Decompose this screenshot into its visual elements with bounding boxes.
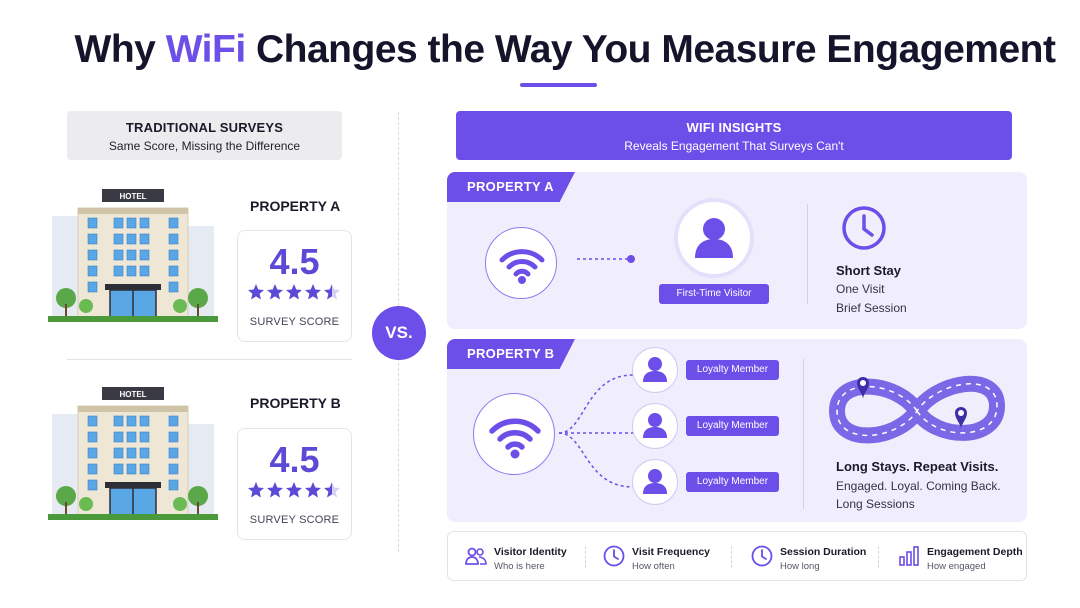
person-icon — [643, 469, 667, 494]
clock-icon — [603, 545, 625, 567]
clock-icon — [842, 206, 886, 250]
metrics-legend: Visitor Identity Who is here Visit Frequ… — [447, 531, 1027, 581]
property-b-panel: PROPERTY B Loyalty Member Loyalty Member… — [447, 339, 1027, 522]
property-a-score-card: 4.5 SURVEY SCORE — [237, 230, 352, 342]
legend-sub: How often — [632, 561, 675, 572]
loyalty-avatar-1 — [632, 347, 678, 393]
bar-chart-icon — [899, 546, 919, 566]
hotel-sign-b: HOTEL — [119, 390, 146, 399]
legend-title: Session Duration — [780, 546, 867, 558]
star-rating-icon — [247, 482, 340, 498]
hotel-building-a-icon: HOTEL — [48, 189, 218, 322]
vs-badge: VS. — [372, 306, 426, 360]
hotel-building-b-icon: HOTEL — [48, 387, 218, 520]
loyalty-avatar-3 — [632, 459, 678, 505]
right-header-title: WIFI INSIGHTS — [686, 120, 782, 135]
person-icon — [695, 218, 733, 258]
wifi-circle-b — [473, 393, 555, 475]
legend-sub: How engaged — [927, 561, 986, 572]
people-icon — [465, 547, 487, 565]
visitor-avatar-a — [674, 198, 754, 278]
loyalty-member-badge-2: Loyalty Member — [686, 416, 779, 436]
left-divider — [67, 359, 352, 360]
right-header-subtitle: Reveals Engagement That Surveys Can't — [624, 139, 844, 153]
branch-lines-b — [558, 374, 634, 488]
one-visit-text: One Visit — [836, 282, 885, 296]
panel-a-divider — [807, 204, 808, 304]
title-suffix: Changes the Way You Measure Engagement — [245, 28, 1056, 71]
legend-separator — [731, 546, 732, 568]
property-a-panel: PROPERTY A First-Time Visitor Short Stay… — [447, 172, 1027, 329]
clock-icon — [751, 545, 773, 567]
legend-title: Visit Frequency — [632, 546, 711, 558]
star-rating-icon — [247, 284, 340, 300]
wifi-insights-header: WIFI INSIGHTS Reveals Engagement That Su… — [456, 111, 1012, 160]
loyalty-avatar-2 — [632, 403, 678, 449]
panel-b-divider — [803, 359, 804, 509]
wifi-circle-a — [485, 227, 557, 299]
property-b-score: 4.5 — [269, 439, 320, 480]
property-b-tab: PROPERTY B — [447, 339, 575, 369]
traditional-surveys-header: TRADITIONAL SURVEYS Same Score, Missing … — [67, 111, 342, 160]
legend-sub: Who is here — [494, 561, 545, 572]
person-icon — [643, 413, 667, 438]
legend-separator — [878, 546, 879, 568]
title-accent: WiFi — [165, 28, 246, 71]
engaged-loyal-text: Engaged. Loyal. Coming Back. — [836, 479, 1001, 493]
legend-title: Visitor Identity — [494, 546, 567, 558]
loyalty-member-badge-1: Loyalty Member — [686, 360, 779, 380]
brief-session-text: Brief Session — [836, 301, 907, 315]
property-a-caption: SURVEY SCORE — [249, 316, 340, 328]
legend-visit-frequency: Visit Frequency How often — [596, 532, 736, 582]
legend-session-duration: Session Duration How long — [744, 532, 884, 582]
property-b-label: PROPERTY B — [250, 395, 341, 411]
hotel-sign-a: HOTEL — [119, 192, 146, 201]
page-title: Why WiFi Changes the Way You Measure Eng… — [0, 28, 1080, 72]
legend-separator — [585, 546, 586, 568]
short-stay-title: Short Stay — [836, 263, 902, 278]
property-a-score: 4.5 — [269, 241, 320, 282]
person-icon — [643, 357, 667, 382]
connection-line-a — [577, 255, 635, 263]
property-a-label: PROPERTY A — [250, 198, 341, 214]
legend-title: Engagement Depth — [927, 546, 1023, 558]
long-sessions-text: Long Sessions — [836, 497, 915, 511]
loyalty-member-badge-3: Loyalty Member — [686, 472, 779, 492]
wifi-icon — [499, 249, 545, 284]
wifi-icon — [489, 418, 541, 459]
long-stays-title: Long Stays. Repeat Visits. — [836, 459, 999, 474]
left-header-title: TRADITIONAL SURVEYS — [125, 120, 284, 135]
legend-visitor-identity: Visitor Identity Who is here — [458, 532, 593, 582]
infinity-route-icon — [829, 375, 1005, 444]
title-prefix: Why — [74, 28, 166, 71]
first-time-visitor-badge: First-Time Visitor — [659, 284, 769, 304]
left-header-subtitle: Same Score, Missing the Difference — [108, 139, 301, 153]
property-b-caption: SURVEY SCORE — [249, 514, 340, 526]
title-underline — [520, 83, 597, 87]
property-a-tab: PROPERTY A — [447, 172, 575, 202]
legend-engagement-depth: Engagement Depth How engaged — [891, 532, 1025, 582]
legend-sub: How long — [780, 561, 820, 572]
property-b-score-card: 4.5 SURVEY SCORE — [237, 428, 352, 540]
